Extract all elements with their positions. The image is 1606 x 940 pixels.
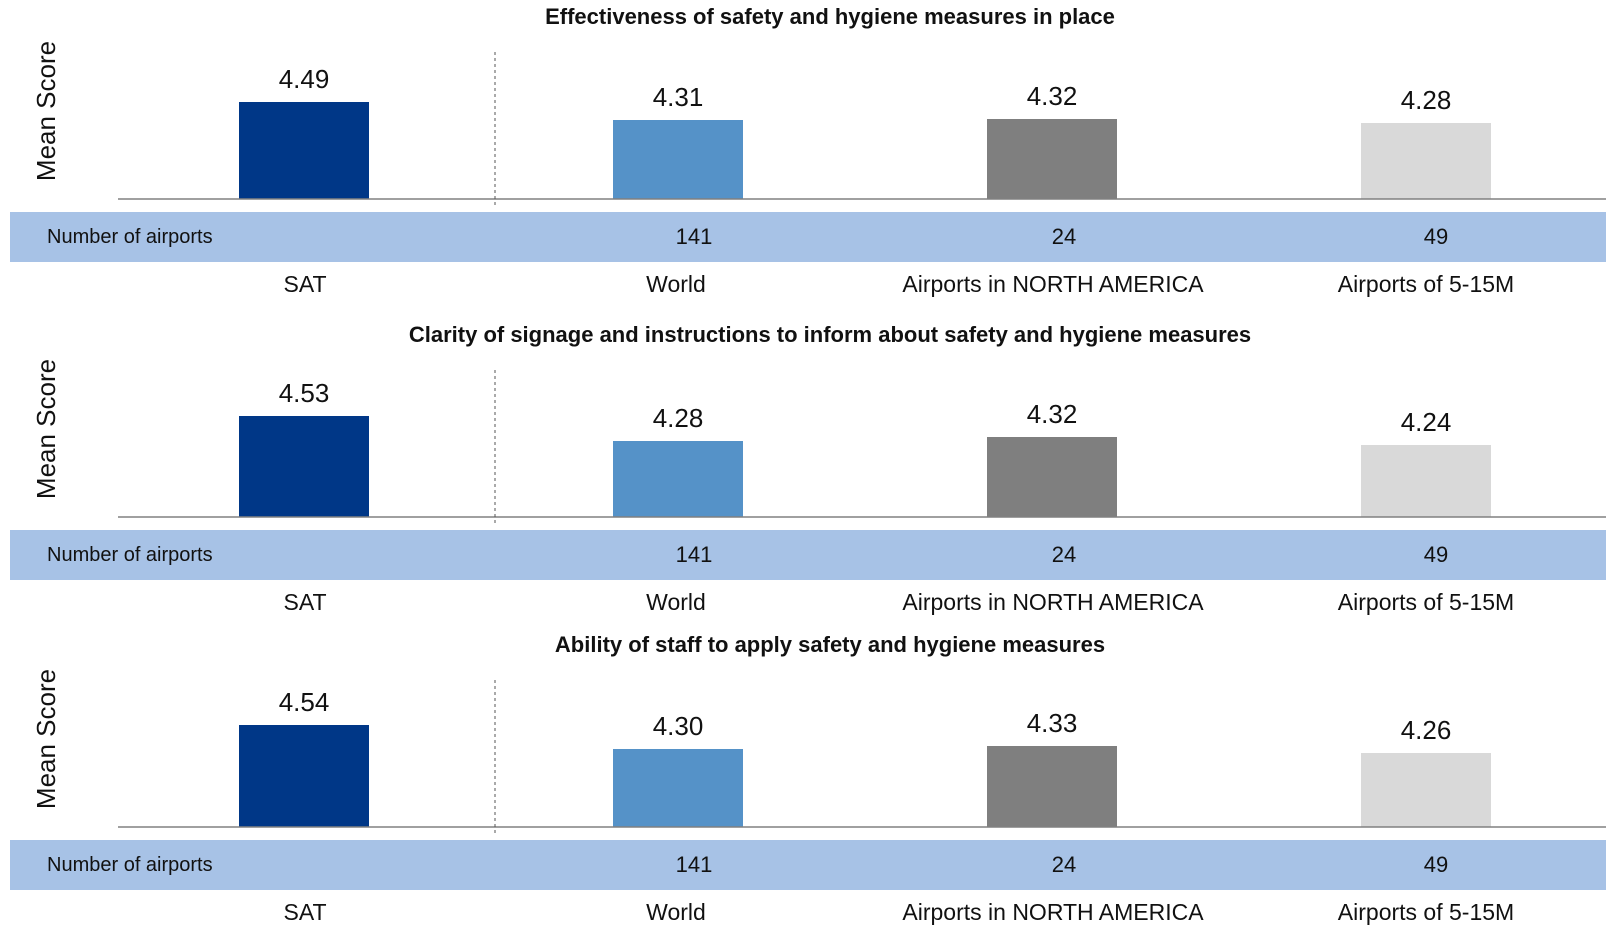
bar-world bbox=[613, 749, 743, 827]
count-band: Number of airports 141 24 49 bbox=[10, 530, 1606, 580]
count-value-north-america: 24 bbox=[1051, 852, 1077, 877]
category-label-world: World bbox=[646, 589, 706, 615]
category-label-north-america: Airports in NORTH AMERICA bbox=[902, 589, 1204, 615]
count-value-north-america: 24 bbox=[1051, 542, 1077, 567]
chart-title: Clarity of signage and instructions to i… bbox=[408, 322, 1252, 347]
category-label-5-15m: Airports of 5-15M bbox=[1337, 271, 1515, 297]
bar-airports-of-5-15m bbox=[1361, 445, 1491, 517]
count-value-world: 141 bbox=[675, 852, 713, 877]
count-band: Number of airports 141 24 49 bbox=[10, 840, 1606, 890]
count-value-5-15m: 49 bbox=[1423, 542, 1449, 567]
count-row-label: Number of airports bbox=[47, 226, 213, 248]
category-label-sat: SAT bbox=[283, 271, 327, 297]
data-label-airports-in-north-america: 4.33 bbox=[1027, 708, 1078, 738]
bar-plot: 4.54 4.30 4.33 4.26 bbox=[118, 680, 1606, 833]
category-label-sat: SAT bbox=[283, 589, 327, 615]
count-value-world: 141 bbox=[675, 224, 713, 249]
count-band: Number of airports 141 24 49 bbox=[10, 212, 1606, 262]
chart-panel-2: Clarity of signage and instructions to i… bbox=[0, 318, 1606, 630]
bar-sat bbox=[239, 725, 369, 827]
bar-airports-in-north-america bbox=[987, 119, 1117, 199]
bar-airports-in-north-america bbox=[987, 437, 1117, 517]
category-label-5-15m: Airports of 5-15M bbox=[1337, 589, 1515, 615]
data-label-sat: 4.53 bbox=[279, 378, 330, 408]
data-label-airports-in-north-america: 4.32 bbox=[1027, 399, 1078, 429]
data-label-world: 4.28 bbox=[653, 403, 704, 433]
count-value-5-15m: 49 bbox=[1423, 224, 1449, 249]
data-label-sat: 4.49 bbox=[279, 64, 330, 94]
data-label-airports-in-north-america: 4.32 bbox=[1027, 81, 1078, 111]
category-label-north-america: Airports in NORTH AMERICA bbox=[902, 899, 1204, 925]
category-label-north-america: Airports in NORTH AMERICA bbox=[902, 271, 1204, 297]
data-label-airports-of-5-15m: 4.24 bbox=[1401, 407, 1452, 437]
bar-world bbox=[613, 120, 743, 199]
bar-airports-of-5-15m bbox=[1361, 753, 1491, 827]
count-row-label: Number of airports bbox=[47, 544, 213, 566]
bar-sat bbox=[239, 102, 369, 199]
count-value-world: 141 bbox=[675, 542, 713, 567]
category-label-5-15m: Airports of 5-15M bbox=[1337, 899, 1515, 925]
data-label-world: 4.30 bbox=[653, 711, 704, 741]
bar-airports-in-north-america bbox=[987, 746, 1117, 827]
bar-sat bbox=[239, 416, 369, 517]
bar-world bbox=[613, 441, 743, 517]
category-label-sat: SAT bbox=[283, 899, 327, 925]
count-row-label: Number of airports bbox=[47, 854, 213, 876]
category-label-world: World bbox=[646, 271, 706, 297]
chart-panel-3: Ability of staff to apply safety and hyg… bbox=[0, 628, 1606, 940]
chart-panel-1: Effectiveness of safety and hygiene meas… bbox=[0, 0, 1606, 312]
data-label-airports-of-5-15m: 4.26 bbox=[1401, 715, 1452, 745]
chart-title: Effectiveness of safety and hygiene meas… bbox=[545, 4, 1115, 29]
bar-airports-of-5-15m bbox=[1361, 123, 1491, 199]
bar-plot: 4.49 4.31 4.32 4.28 bbox=[118, 52, 1606, 205]
data-label-airports-of-5-15m: 4.28 bbox=[1401, 85, 1452, 115]
count-value-north-america: 24 bbox=[1051, 224, 1077, 249]
category-label-world: World bbox=[646, 899, 706, 925]
bar-plot: 4.53 4.28 4.32 4.24 bbox=[118, 370, 1606, 523]
count-value-5-15m: 49 bbox=[1423, 852, 1449, 877]
data-label-world: 4.31 bbox=[653, 82, 704, 112]
data-label-sat: 4.54 bbox=[279, 687, 330, 717]
chart-title: Ability of staff to apply safety and hyg… bbox=[554, 632, 1106, 657]
